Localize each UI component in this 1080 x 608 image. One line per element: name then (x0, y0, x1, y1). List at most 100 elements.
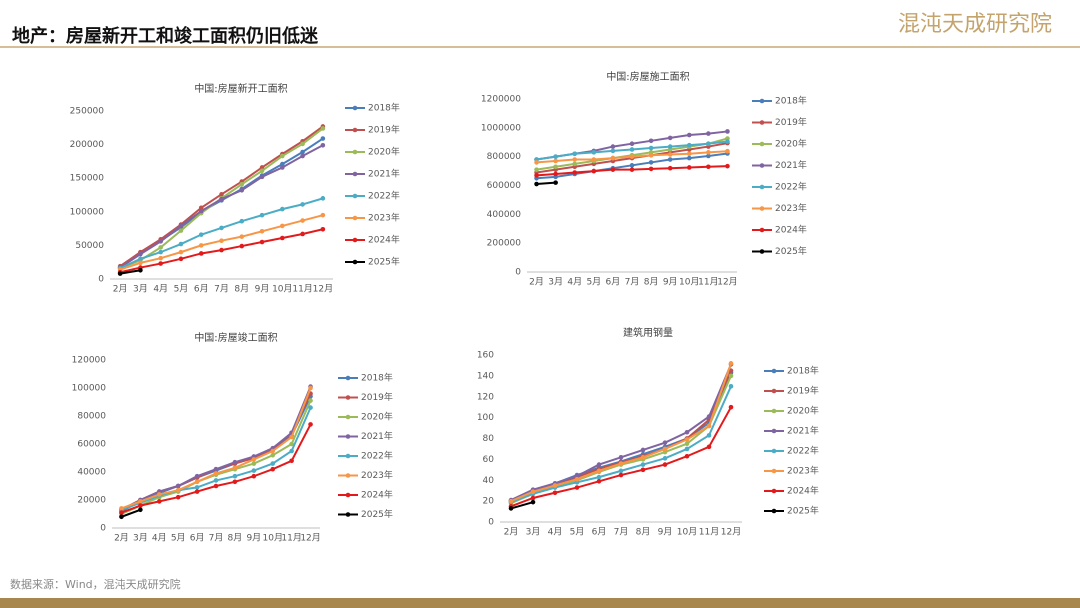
x-tick-label: 9月 (255, 284, 270, 295)
point (138, 256, 143, 262)
point (138, 503, 143, 508)
y-tick-label: 120 (477, 392, 494, 402)
legend-label: 2018年 (361, 372, 393, 384)
point (308, 405, 313, 410)
point (259, 174, 265, 180)
point (629, 141, 635, 146)
y-tick-label: 20 (483, 497, 495, 507)
point (706, 423, 712, 429)
legend-label: 2022年 (775, 181, 807, 193)
point (728, 404, 734, 410)
point (648, 152, 654, 158)
point (591, 150, 597, 155)
point (706, 444, 712, 450)
point (259, 168, 265, 174)
x-tick-label: 10月 (679, 277, 699, 288)
y-tick-label: 0 (488, 518, 494, 528)
point (648, 145, 654, 151)
y-tick-label: 250000 (70, 107, 105, 117)
series-line (510, 375, 732, 505)
point (138, 499, 143, 504)
point (610, 144, 616, 149)
legend-label: 2025年 (775, 245, 807, 257)
y-tick-label: 160 (477, 351, 494, 361)
legend-label: 2023年 (361, 469, 393, 481)
point (300, 141, 305, 147)
point (175, 494, 181, 500)
point (686, 132, 692, 138)
point (280, 206, 285, 212)
point (553, 164, 558, 170)
point (198, 243, 204, 248)
legend-label: 2019年 (787, 385, 819, 397)
y-tick-label: 40000 (77, 468, 106, 478)
legend-dot (759, 206, 765, 211)
point (158, 261, 163, 266)
point (534, 160, 539, 165)
legend-label: 2021年 (361, 430, 393, 442)
point (662, 456, 668, 461)
point (300, 231, 305, 237)
x-tick-label: 6月 (190, 533, 205, 544)
point (686, 151, 692, 157)
point (508, 506, 514, 511)
y-tick-label: 20000 (77, 496, 106, 506)
point (259, 165, 265, 170)
y-tick-label: 0 (98, 275, 104, 285)
legend-dot (352, 105, 358, 111)
x-tick-label: 6月 (606, 277, 621, 288)
point (138, 251, 143, 257)
point (629, 154, 635, 159)
series-line (121, 407, 312, 511)
legend-dot (771, 468, 777, 474)
x-tick-label: 12月 (300, 533, 320, 544)
point (251, 468, 257, 473)
legend-dot (345, 375, 351, 381)
y-tick-label: 100000 (72, 384, 107, 394)
point (596, 468, 602, 474)
point (618, 454, 624, 460)
legend-dot (352, 259, 358, 265)
legend-dot (771, 428, 777, 434)
y-tick-label: 60000 (77, 440, 106, 450)
legend-label: 2021年 (775, 159, 807, 171)
legend-dot (759, 120, 765, 125)
legend-label: 2022年 (361, 450, 393, 462)
point (572, 161, 578, 167)
point (300, 153, 305, 159)
x-tick-label: 8月 (644, 277, 659, 288)
legend-label: 2023年 (368, 212, 400, 224)
x-tick-label: 11月 (292, 284, 312, 295)
legend-dot (352, 193, 358, 199)
legend-label: 2023年 (775, 202, 807, 214)
source: 数据来源：Wind，混沌天成研究院 (10, 577, 181, 591)
point (662, 446, 668, 452)
x-tick-label: 9月 (246, 533, 261, 544)
point (706, 433, 712, 438)
point (534, 167, 539, 172)
point (684, 437, 690, 442)
legend-label: 2019年 (775, 116, 807, 128)
point (259, 239, 265, 245)
series-line (121, 508, 141, 518)
point (725, 148, 730, 154)
point (198, 251, 204, 256)
legend-label: 2022年 (368, 190, 400, 202)
point (591, 168, 597, 174)
legend-label: 2019年 (361, 391, 393, 403)
point (686, 165, 692, 170)
legend-label: 2020年 (368, 146, 400, 158)
point (239, 218, 245, 224)
legend-label: 2018年 (775, 95, 807, 107)
point (508, 498, 514, 504)
legend-dot (759, 227, 765, 233)
point (706, 150, 711, 155)
point (138, 507, 143, 513)
series-line (119, 197, 324, 270)
y-tick-label: 800000 (487, 152, 522, 162)
legend-dot (771, 368, 777, 374)
point (289, 434, 294, 440)
point (239, 234, 245, 239)
point (610, 148, 616, 154)
legend-label: 2018年 (368, 102, 400, 114)
